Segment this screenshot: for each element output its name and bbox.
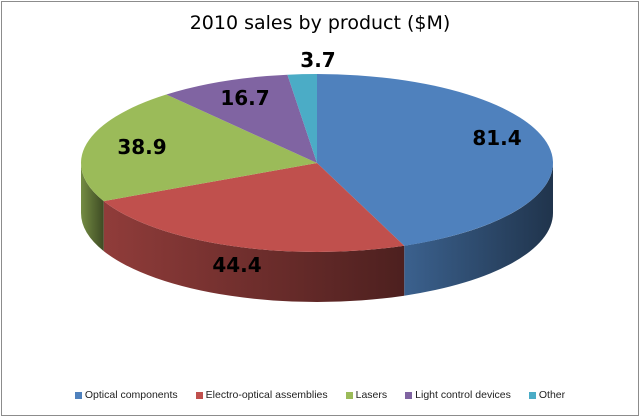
pie-side-0 xyxy=(404,163,553,296)
data-label: 16.7 xyxy=(220,86,270,110)
data-label: 38.9 xyxy=(117,135,167,159)
pie-slice-4[interactable] xyxy=(287,74,317,163)
legend-label: Light control devices xyxy=(415,389,511,401)
legend-label: Lasers xyxy=(355,389,388,401)
chart-title: 2010 sales by product ($M) xyxy=(189,12,451,34)
data-label: 44.4 xyxy=(212,253,262,277)
legend-label: Other xyxy=(538,389,566,401)
data-label: 81.4 xyxy=(472,126,522,150)
legend-item: Other xyxy=(528,389,566,401)
legend: Optical components Electro-optical assemb… xyxy=(0,389,640,401)
legend-swatch-icon xyxy=(195,391,203,399)
legend-item: Lasers xyxy=(345,389,388,401)
legend-swatch-icon xyxy=(528,391,536,399)
pie-slice-2[interactable] xyxy=(80,94,317,202)
pie-side-2 xyxy=(81,163,104,252)
legend-swatch-icon xyxy=(345,391,353,399)
legend-item: Electro-optical assemblies xyxy=(195,389,328,401)
legend-label: Electro-optical assemblies xyxy=(205,389,328,401)
data-label: 3.7 xyxy=(300,48,336,72)
legend-item: Optical components xyxy=(74,389,178,401)
legend-swatch-icon xyxy=(74,391,82,399)
pie-slice-1[interactable] xyxy=(103,163,405,252)
pie-slice-0[interactable] xyxy=(317,74,553,246)
legend-item: Light control devices xyxy=(405,389,511,401)
legend-label: Optical components xyxy=(84,389,178,401)
pie-side-1 xyxy=(103,201,405,302)
pie-slice-3[interactable] xyxy=(166,74,317,163)
legend-swatch-icon xyxy=(405,391,413,399)
